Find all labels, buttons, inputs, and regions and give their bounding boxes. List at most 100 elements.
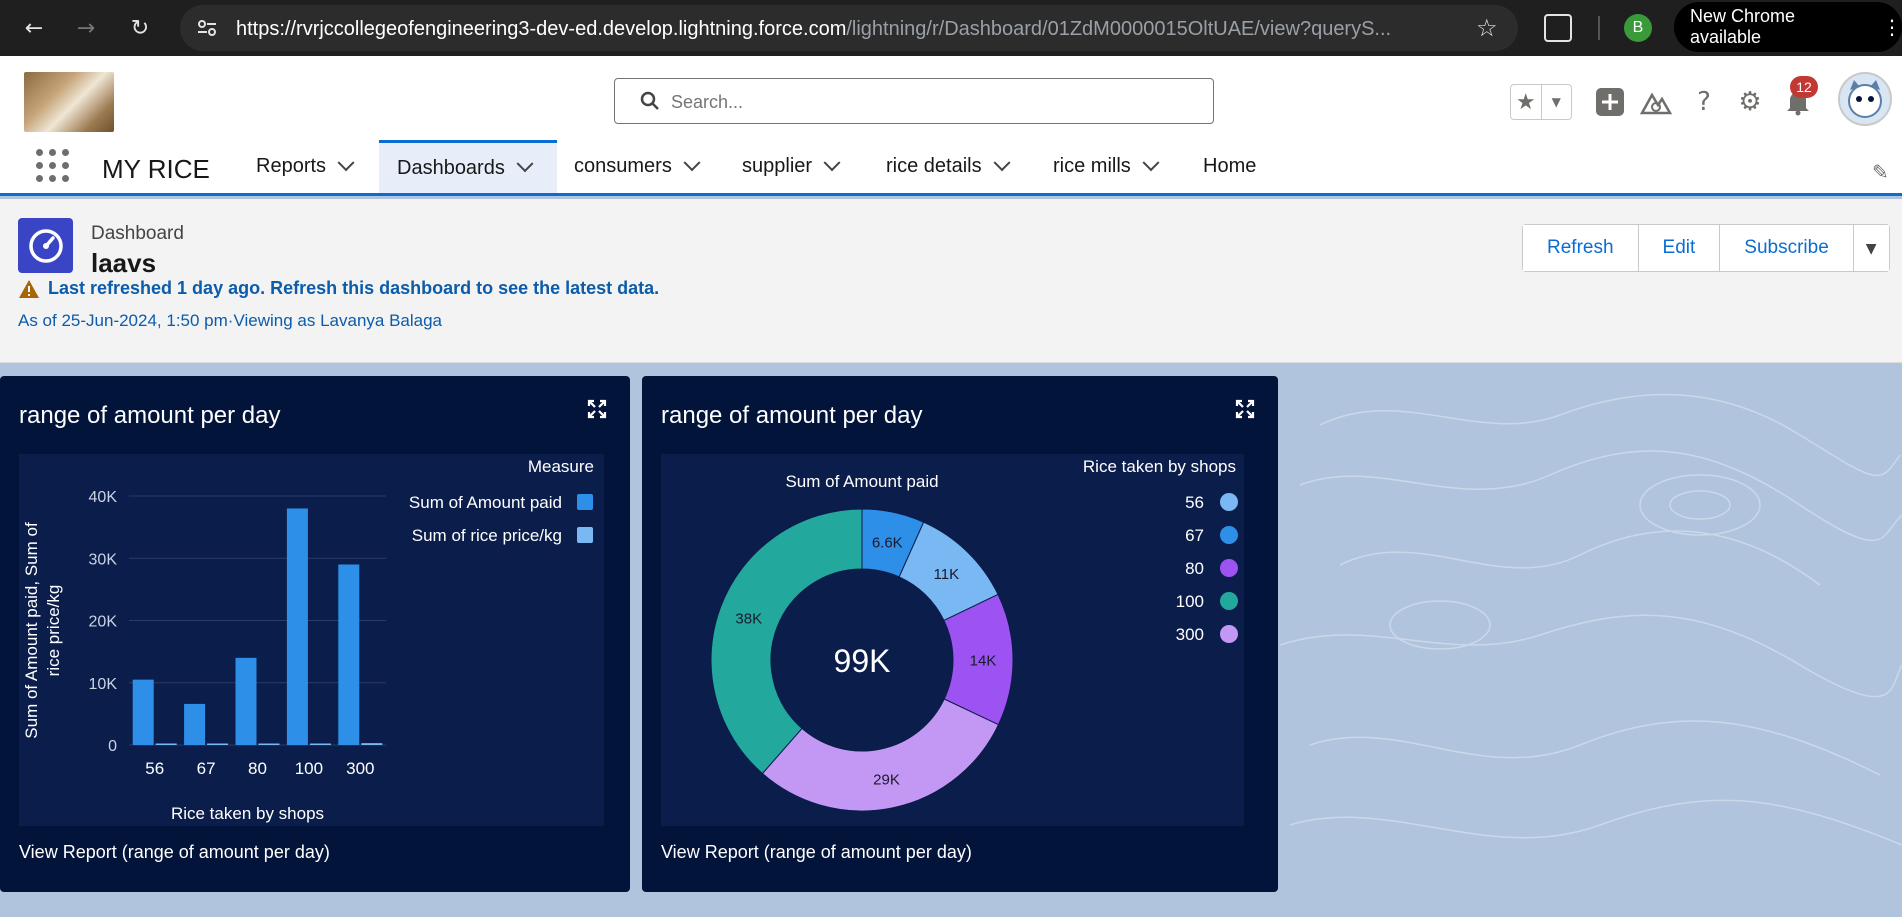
- component-title: range of amount per day: [19, 402, 281, 429]
- search-icon: [639, 90, 661, 112]
- donut-slice: [761, 698, 1000, 812]
- legend-swatch: [1220, 625, 1238, 643]
- global-search[interactable]: [614, 78, 1214, 124]
- legend-label: 67: [1185, 526, 1204, 545]
- donut-slice: [710, 508, 863, 775]
- warning-text: Last refreshed 1 day ago. Refresh this d…: [48, 278, 660, 298]
- bar-chart: 0 10K 20K 30K 40K 56 67 80 100 300 Rice taken by s…: [19, 454, 604, 826]
- bar: [338, 564, 360, 745]
- bar: [207, 743, 229, 745]
- legend-swatch: [577, 527, 593, 543]
- favorites-menu-icon[interactable]: ▼: [1551, 95, 1561, 109]
- slice-label: 11K: [934, 566, 960, 583]
- legend-label: Sum of rice price/kg: [412, 526, 562, 545]
- site-settings-icon[interactable]: [196, 17, 218, 39]
- global-actions-icon[interactable]: [1592, 84, 1628, 120]
- tab-rice-mills[interactable]: rice mills: [1035, 140, 1175, 193]
- dashboard-component-donut[interactable]: range of amount per day Sum of Amount pa…: [642, 376, 1278, 892]
- refresh-button[interactable]: Refresh: [1523, 225, 1639, 271]
- y-tick-label: 30K: [89, 551, 118, 568]
- setup-gear-icon[interactable]: ⚙: [1738, 87, 1762, 117]
- bar: [258, 743, 280, 745]
- slice-label: 14K: [970, 653, 997, 670]
- more-actions-button[interactable]: ▼: [1853, 225, 1889, 271]
- background-topography: [1280, 393, 1902, 846]
- bar: [184, 703, 206, 745]
- address-bar[interactable]: https://rvrjccollegeofengineering3-dev-e…: [180, 5, 1518, 51]
- org-logo[interactable]: [24, 72, 114, 132]
- chrome-update-button[interactable]: New Chrome available ⋮: [1674, 2, 1902, 52]
- legend-swatch: [1220, 592, 1238, 610]
- chevron-down-icon: ▼: [1865, 241, 1877, 257]
- extensions-icon[interactable]: [1544, 14, 1572, 42]
- donut-title: Sum of Amount paid: [785, 472, 938, 491]
- refresh-warning: Last refreshed 1 day ago. Refresh this d…: [18, 278, 659, 299]
- edit-nav-pencil-icon[interactable]: ✎: [1872, 160, 1889, 184]
- slice-label: 29K: [873, 771, 900, 788]
- tab-home[interactable]: Home: [1185, 140, 1274, 193]
- app-navigation: [0, 140, 1902, 196]
- donut-center-total: 99K: [834, 643, 891, 679]
- view-report-link[interactable]: View Report (range of amount per day): [661, 842, 972, 862]
- donut-chart: Sum of Amount paid 6.6K 11K 14K 29K 38K 99K Ric…: [661, 454, 1244, 826]
- y-tick-label: 40K: [89, 489, 118, 506]
- tab-consumers[interactable]: consumers: [556, 140, 716, 193]
- chevron-down-icon[interactable]: [1142, 153, 1160, 171]
- help-icon[interactable]: ?: [1697, 87, 1711, 117]
- component-title: range of amount per day: [661, 402, 923, 429]
- tab-label: consumers: [574, 155, 672, 177]
- slice-label: 6.6K: [872, 535, 903, 552]
- warning-icon: [19, 279, 39, 298]
- x-tick-label: 80: [248, 759, 267, 778]
- view-report-link[interactable]: View Report (range of amount per day): [19, 842, 330, 862]
- legend-label: 300: [1176, 625, 1204, 644]
- chevron-down-icon[interactable]: [683, 153, 701, 171]
- trailhead-icon[interactable]: [1638, 84, 1674, 120]
- edit-button[interactable]: Edit: [1638, 225, 1721, 271]
- object-type-label: Dashboard: [91, 223, 184, 244]
- x-tick-label: 67: [197, 759, 216, 778]
- bookmark-star-icon[interactable]: ☆: [1476, 14, 1498, 42]
- favorites-button[interactable]: ★ ▼: [1510, 84, 1572, 120]
- browser-toolbar: ← → ↻ https://rvrjccollegeofengineering3…: [0, 0, 1902, 56]
- chrome-update-label: New Chrome available: [1690, 6, 1796, 47]
- tab-dashboards[interactable]: Dashboards: [379, 140, 557, 193]
- user-avatar[interactable]: [1838, 72, 1892, 126]
- url-text[interactable]: https://rvrjccollegeofengineering3-dev-e…: [236, 18, 1466, 41]
- bar: [286, 508, 308, 745]
- url-host: https://rvrjccollegeofengineering3-dev-e…: [236, 18, 847, 40]
- chevron-down-icon[interactable]: [823, 153, 841, 171]
- tab-label: Home: [1203, 155, 1257, 177]
- x-tick-label: 100: [295, 759, 323, 778]
- tab-reports[interactable]: Reports: [238, 140, 370, 193]
- expand-icon[interactable]: [1234, 398, 1256, 420]
- app-name: MY RICE: [102, 154, 210, 184]
- search-input[interactable]: [671, 92, 1171, 113]
- reload-icon[interactable]: ↻: [130, 15, 150, 41]
- profile-avatar[interactable]: B: [1624, 14, 1652, 42]
- y-tick-label: 10K: [89, 676, 118, 693]
- tab-label: Dashboards: [397, 156, 505, 179]
- notification-badge: 12: [1790, 76, 1818, 98]
- tab-supplier[interactable]: supplier: [724, 140, 856, 193]
- tab-rice-details[interactable]: rice details: [868, 140, 1026, 193]
- bar: [132, 679, 154, 745]
- chevron-down-icon[interactable]: [993, 153, 1011, 171]
- dashboard-component-bar[interactable]: range of amount per day 0 10K 20K 30K 40K 56 6…: [0, 376, 630, 892]
- bar: [361, 743, 383, 745]
- more-menu-icon: ⋮: [1882, 15, 1902, 39]
- bar: [235, 657, 257, 745]
- favorites-star-icon[interactable]: ★: [1511, 85, 1542, 119]
- chevron-down-icon[interactable]: [337, 153, 355, 171]
- y-tick-label: 20K: [89, 614, 118, 631]
- y-tick-label: 0: [108, 738, 117, 755]
- forward-arrow-icon[interactable]: →: [76, 15, 96, 41]
- chevron-down-icon[interactable]: [516, 155, 534, 173]
- app-launcher-icon[interactable]: [36, 149, 70, 183]
- slice-label: 38K: [735, 610, 762, 627]
- expand-icon[interactable]: [586, 398, 608, 420]
- subscribe-button[interactable]: Subscribe: [1720, 225, 1854, 271]
- legend-swatch: [1220, 493, 1238, 511]
- back-arrow-icon[interactable]: ←: [24, 15, 44, 41]
- bar: [309, 743, 331, 745]
